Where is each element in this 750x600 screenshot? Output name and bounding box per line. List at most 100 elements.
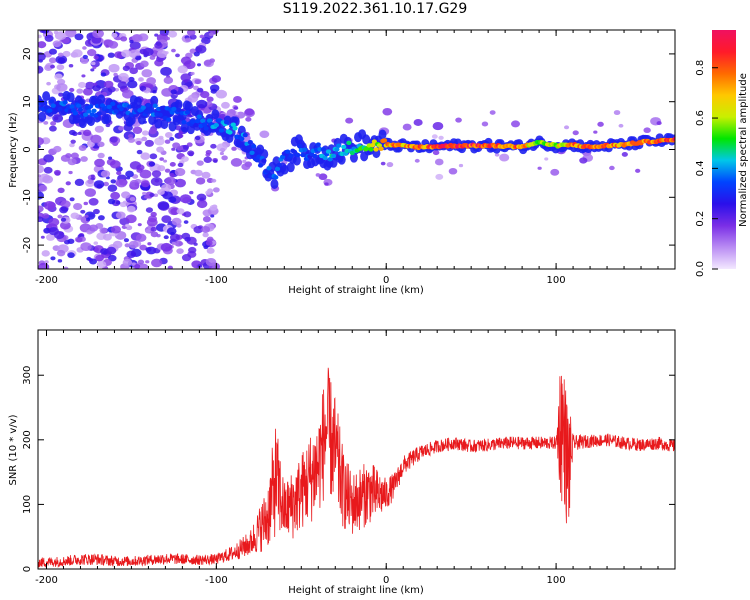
spectrogram-speckle <box>209 58 216 63</box>
spectrogram-speckle <box>230 158 243 167</box>
spectrogram-speckle <box>82 46 87 50</box>
ridge-core <box>251 144 257 149</box>
ridge-core <box>130 104 136 109</box>
spectrogram-speckle <box>156 233 161 238</box>
spectrogram-speckle <box>176 145 184 151</box>
snr-line <box>38 367 675 569</box>
spectrogram-speckle <box>90 61 96 66</box>
spectrogram-speckle <box>113 72 118 77</box>
spectrogram-speckle <box>499 153 510 162</box>
spectrogram-speckle <box>201 36 211 45</box>
ridge-core <box>376 143 383 148</box>
spectrogram-speckle <box>74 33 84 41</box>
ridge-core <box>166 117 172 122</box>
spectrogram-speckle <box>205 149 212 155</box>
spectrogram-speckle <box>67 238 75 244</box>
spectrogram-speckle <box>68 63 74 68</box>
spectrogram-speckle <box>171 48 176 53</box>
ridge-halo <box>66 92 75 103</box>
spectrogram-speckle <box>196 99 208 109</box>
spectrogram-speckle <box>38 216 44 223</box>
spectrogram-speckle <box>579 157 588 164</box>
spectrogram-speckle <box>245 116 252 122</box>
spectrogram-speckle <box>209 204 218 211</box>
spectrogram-speckle <box>140 152 151 160</box>
ridge-core <box>106 104 112 110</box>
spectrogram-speckle <box>127 137 135 143</box>
spectrogram-speckle <box>206 96 214 102</box>
spectrogram-speckle <box>50 256 56 261</box>
spectrogram-speckle <box>382 107 393 116</box>
snr-x-label: Height of straight line (km) <box>288 585 424 596</box>
spectrogram-speckle <box>60 200 71 209</box>
spectrogram-speckle <box>48 57 57 64</box>
spectrogram-speckle <box>609 165 615 171</box>
ridge-core <box>50 103 56 108</box>
spectrogram-speckle <box>60 217 67 222</box>
ridge-core <box>322 155 328 161</box>
ridge-halo <box>174 99 183 110</box>
spectrogram-speckle <box>194 169 203 177</box>
ridge-core <box>157 112 163 118</box>
ridge-core <box>330 153 337 159</box>
spectrogram-speckle <box>163 235 169 240</box>
ridge-halo <box>286 162 295 173</box>
spectrogram-speckle <box>57 52 64 57</box>
spectrogram-speckle <box>122 258 133 267</box>
spectrogram-speckle <box>194 79 201 85</box>
spectrogram-speckle <box>177 162 184 168</box>
spectrogram-speckle <box>48 217 60 227</box>
y-tick-label: 10 <box>22 95 33 108</box>
ridge-core <box>346 140 352 145</box>
ridge-core <box>246 145 252 150</box>
spectrogram-speckle <box>41 250 50 257</box>
spectrogram-speckle <box>63 266 69 269</box>
ridge-halo <box>42 91 51 102</box>
ridge-core <box>288 153 294 158</box>
spectrogram-speckle <box>83 201 89 206</box>
spectrogram-speckle <box>38 191 45 200</box>
spectrogram-speckle <box>70 30 77 34</box>
spectrogram-speckle <box>169 162 176 167</box>
spectrogram-speckle <box>150 226 157 232</box>
spectrogram-speckle <box>135 55 142 61</box>
spectrogram-speckle <box>141 130 149 136</box>
spectrogram-speckle <box>44 34 54 42</box>
spectrogram-speckle <box>145 247 152 252</box>
spectrogram-speckle <box>215 89 228 99</box>
spectrogram-speckle <box>107 52 115 58</box>
spectrogram-speckle <box>97 215 105 221</box>
ridge-halo <box>349 152 358 163</box>
spectrogram-speckle <box>129 39 134 44</box>
spectrogram-speckle <box>90 174 95 178</box>
y-tick-label: 0 <box>22 566 33 572</box>
ridge-core <box>247 140 253 145</box>
spectrogram-speckle <box>69 197 75 202</box>
spectrogram-speckle <box>324 182 329 186</box>
spectrogram-speckle <box>59 206 69 214</box>
snr-panel: -200 -100 0 100 0 100 200 300 Height of straigh… <box>8 329 676 596</box>
ridge-core <box>242 132 248 138</box>
spectrogram-speckle <box>139 85 147 91</box>
spectrogram-speckle <box>193 51 200 57</box>
spectrogram-speckle <box>115 178 127 188</box>
spectrogram-speckle <box>205 190 212 195</box>
spectrogram-speckle <box>448 167 458 175</box>
spectrogram-speckle <box>259 130 270 139</box>
ridge-core <box>381 138 388 143</box>
spectrogram-speckle <box>201 171 211 179</box>
spectrogram-speckle <box>164 168 171 173</box>
colorbar-tick-label: 0.0 <box>695 261 706 277</box>
spectrogram-speckle <box>102 233 112 241</box>
spectrogram-speckle <box>136 140 142 146</box>
spectrogram-speckle <box>150 211 157 217</box>
ridge-halo <box>270 178 279 189</box>
ridge-core <box>110 101 116 106</box>
spectrogram-speckle <box>148 128 157 135</box>
spectrogram-speckle <box>120 36 128 42</box>
x-tick-label: -200 <box>35 575 58 586</box>
y-tick-label: -20 <box>22 237 33 253</box>
spectrogram-speckle <box>177 65 188 74</box>
ridge-core <box>86 109 92 114</box>
ridge-halo <box>86 116 95 127</box>
